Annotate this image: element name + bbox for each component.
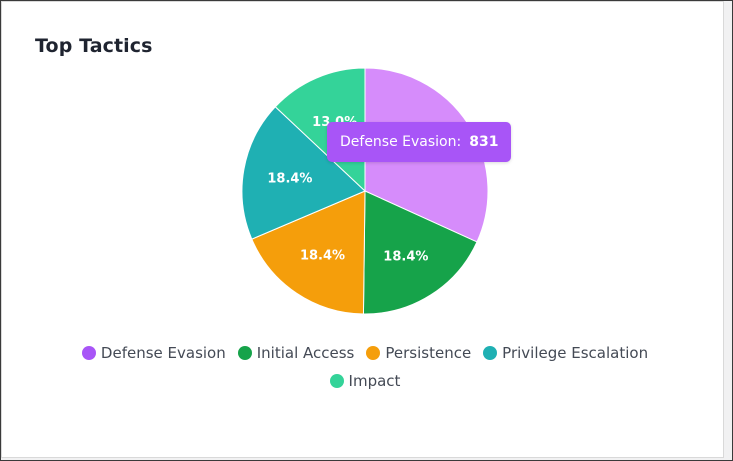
- legend-swatch: [483, 346, 498, 360]
- legend-swatch: [237, 346, 252, 360]
- slice-data-label: 18.4%: [300, 248, 345, 263]
- legend-swatch: [329, 374, 344, 388]
- legend-item-persistence[interactable]: Persistence: [366, 344, 471, 362]
- slice-data-label: 18.4%: [267, 172, 312, 187]
- chart-tooltip: Defense Evasion: 831: [327, 122, 512, 162]
- legend-swatch: [366, 346, 381, 360]
- chart-legend: Defense Evasion Initial Access Persistence…: [60, 344, 670, 390]
- legend-label: Impact: [348, 372, 401, 390]
- legend-item-initial-access[interactable]: Initial Access: [237, 344, 355, 362]
- tooltip-value: 831: [469, 134, 499, 150]
- legend-item-privilege-escalation[interactable]: Privilege Escalation: [483, 344, 648, 362]
- legend-item-defense-evasion[interactable]: Defense Evasion: [81, 344, 226, 362]
- legend-label: Defense Evasion: [100, 344, 226, 362]
- legend-swatch: [81, 346, 96, 360]
- slice-data-label: 18.4%: [383, 249, 428, 264]
- legend-label: Persistence: [385, 344, 472, 362]
- legend-label: Privilege Escalation: [502, 344, 649, 362]
- card-title: Top Tactics: [35, 35, 153, 57]
- pie-slice-persistence[interactable]: [251, 190, 366, 315]
- legend-label: Initial Access: [256, 344, 355, 362]
- pie-slice-initial-access[interactable]: [362, 190, 478, 315]
- legend-item-impact[interactable]: Impact: [60, 372, 670, 390]
- pie-slice-privilege-escalation[interactable]: [241, 106, 366, 240]
- tooltip-label: Defense Evasion:: [340, 134, 462, 150]
